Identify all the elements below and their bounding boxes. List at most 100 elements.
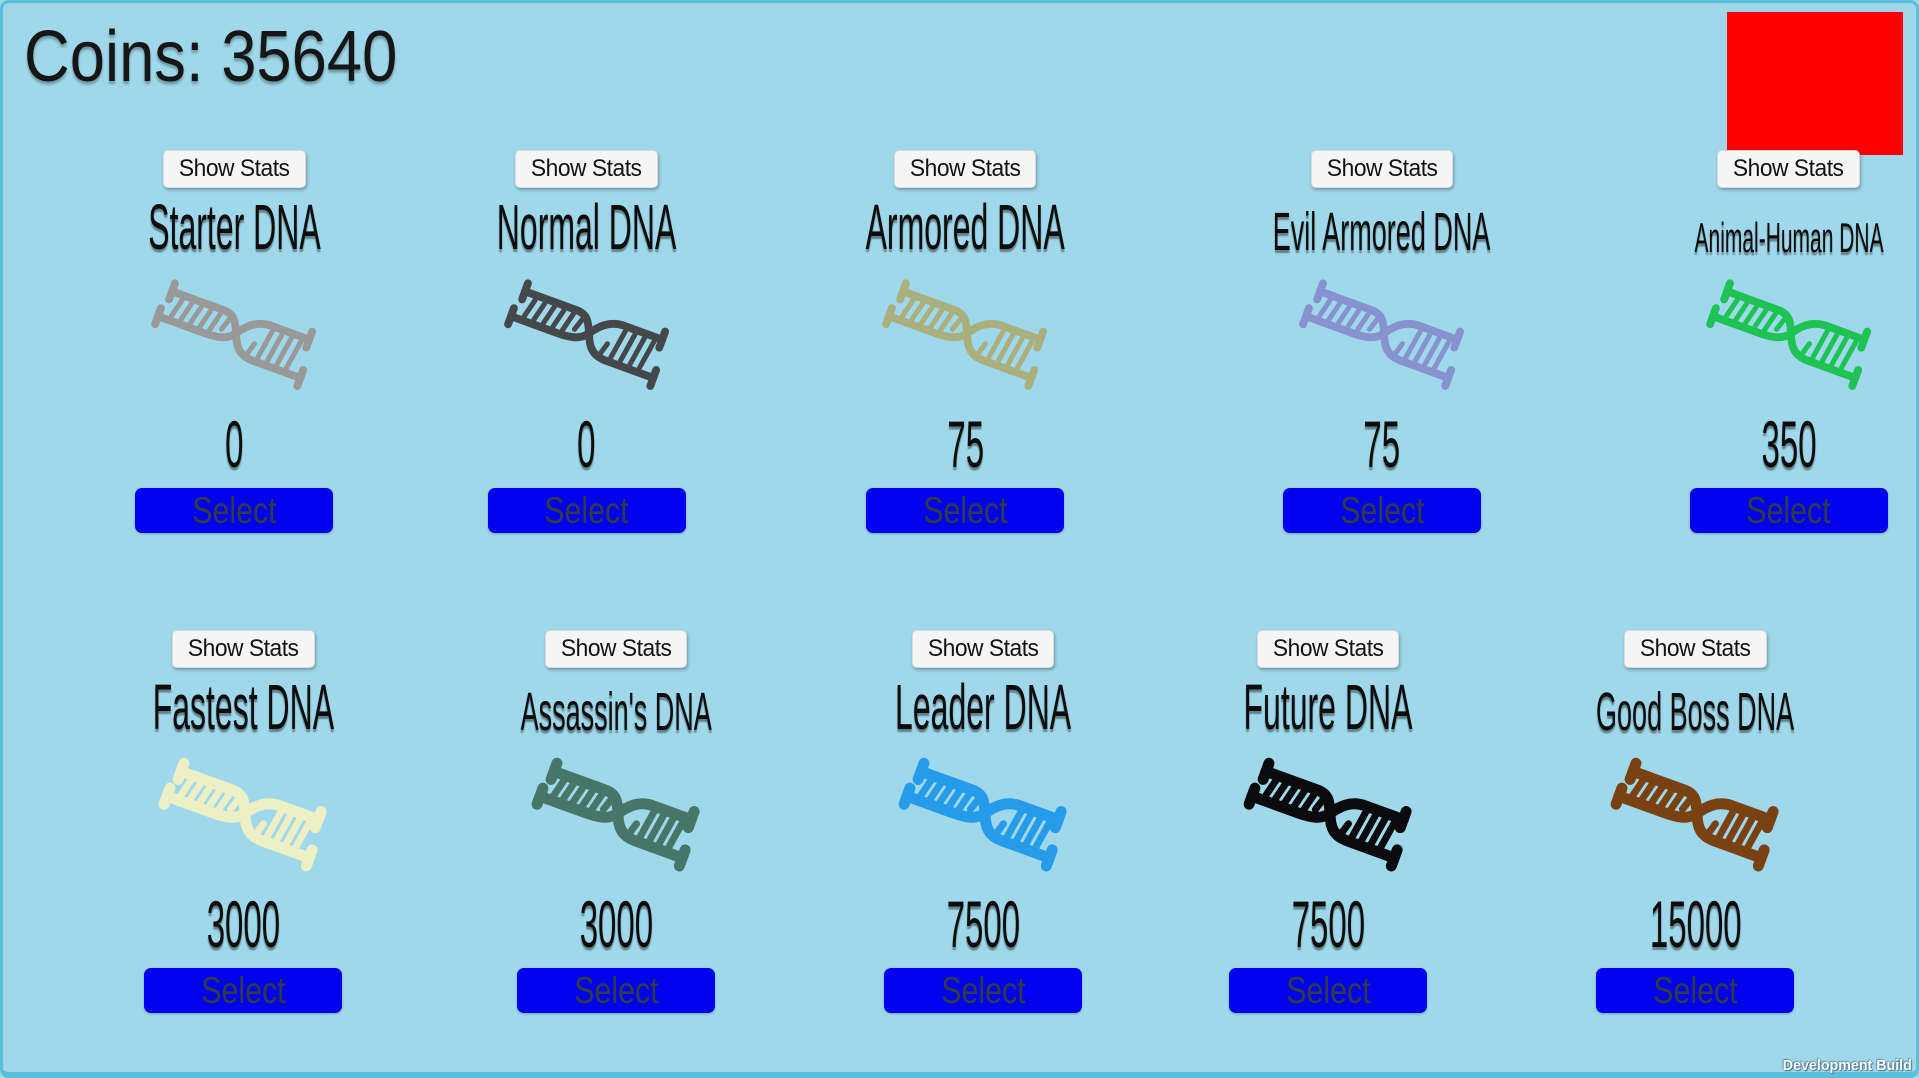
select-label: Select (573, 970, 659, 1011)
dna-card: Show Stats Evil Boss DNA (1893, 630, 1919, 1013)
select-label: Select (1286, 970, 1371, 1011)
show-stats-button[interactable]: Show Stats (894, 150, 1037, 188)
dna-card: Show Stats Animal-Human DNA (1600, 150, 1919, 533)
dna-name-row: Starter DNA (62, 194, 407, 259)
select-label: Select (941, 970, 1026, 1011)
show-stats-button[interactable]: Show Stats (1717, 150, 1860, 188)
dna-price: 75 (1363, 407, 1401, 482)
show-stats-button[interactable]: Show Stats (163, 150, 306, 188)
select-label: Select (201, 970, 286, 1011)
dna-name: Future DNA (1243, 671, 1413, 744)
show-stats-label: Show Stats (1640, 635, 1751, 662)
select-button[interactable]: Select (1689, 488, 1888, 533)
red-box[interactable] (1727, 12, 1903, 155)
dna-card: Show Stats Assassin's DNA (425, 630, 807, 1013)
dna-price-row: 75 (929, 407, 1002, 482)
select-button[interactable]: Select (1596, 968, 1795, 1013)
dna-price: 3000 (206, 887, 281, 962)
dna-card-row-1: Show Stats Starter DNA (62, 150, 1888, 533)
show-stats-label: Show Stats (909, 155, 1021, 182)
dna-card: Show Stats Starter DNA (62, 150, 407, 533)
select-button[interactable]: Select (516, 968, 715, 1013)
show-stats-button[interactable]: Show Stats (1310, 150, 1454, 188)
select-button[interactable]: Select (884, 968, 1083, 1013)
select-button[interactable]: Select (144, 968, 343, 1013)
dna-price: 7500 (1291, 887, 1365, 962)
show-stats-button[interactable]: Show Stats (912, 630, 1055, 668)
dna-price: 0 (225, 407, 244, 482)
show-stats-label: Show Stats (560, 635, 672, 662)
dna-name-row: Armored DNA (766, 191, 1164, 264)
select-label: Select (544, 490, 629, 531)
dna-helix-icon (897, 748, 1069, 894)
dna-price-row: 3000 (543, 887, 690, 962)
dna-price-row: 15000 (1604, 887, 1788, 962)
dna-helix-icon (879, 268, 1051, 414)
select-label: Select (192, 490, 277, 531)
select-button[interactable]: Select (487, 488, 686, 533)
select-label: Select (1339, 490, 1425, 531)
select-button[interactable]: Select (866, 488, 1065, 533)
dna-price-row: 7500 (1255, 887, 1402, 962)
select-label: Select (923, 490, 1008, 531)
dna-helix-icon (501, 268, 673, 414)
dna-name-row: Fastest DNA (62, 671, 425, 744)
dna-name-row: Good Boss DNA (1497, 674, 1893, 742)
dna-price: 15000 (1649, 887, 1742, 962)
show-stats-label: Show Stats (188, 635, 299, 662)
dna-name: Assassin's DNA (520, 681, 712, 742)
dna-helix-icon (530, 748, 702, 894)
dna-name: Animal-Human DNA (1694, 214, 1884, 262)
select-label: Select (1653, 970, 1738, 1011)
select-label: Select (1746, 490, 1831, 531)
dna-price: 75 (946, 407, 984, 482)
show-stats-button[interactable]: Show Stats (515, 150, 658, 188)
show-stats-label: Show Stats (1326, 155, 1438, 182)
dna-price: 0 (577, 407, 596, 482)
dna-name: Leader DNA (895, 671, 1072, 744)
dna-name: Normal DNA (496, 191, 677, 264)
show-stats-label: Show Stats (179, 155, 290, 182)
show-stats-label: Show Stats (927, 635, 1039, 662)
dna-card: Show Stats Evil Armored DNA (1164, 150, 1599, 533)
dna-name: Good Boss DNA (1596, 681, 1795, 742)
dna-card: Show Stats Future DNA (1159, 630, 1497, 1013)
dna-name: Evil Armored DNA (1273, 201, 1491, 262)
dna-card: Show Stats Good Boss DNA (1497, 630, 1893, 1013)
dna-card-row-2: Show Stats Fastest DNA (62, 630, 1854, 1013)
dna-card: Show Stats Normal DNA (407, 150, 766, 533)
dna-helix-icon (1296, 268, 1468, 414)
show-stats-button[interactable]: Show Stats (1257, 630, 1400, 668)
dna-helix-icon (1242, 748, 1414, 894)
dna-price: 350 (1761, 407, 1817, 482)
dna-name-row: Evil Armored DNA (1164, 194, 1599, 262)
select-button[interactable]: Select (1283, 488, 1481, 533)
dna-price-row: 350 (1734, 407, 1844, 482)
dna-price-row: 75 (1345, 407, 1418, 482)
show-stats-label: Show Stats (1733, 155, 1844, 182)
dna-price: 7500 (946, 887, 1020, 962)
show-stats-button[interactable]: Show Stats (544, 630, 688, 668)
development-build-label: Development Build (1782, 1057, 1912, 1074)
show-stats-button[interactable]: Show Stats (172, 630, 315, 668)
dna-name-row: Normal DNA (407, 191, 766, 264)
select-button[interactable]: Select (135, 488, 334, 533)
dna-card: Show Stats Armored DNA (766, 150, 1164, 533)
dna-price-row: 7500 (910, 887, 1057, 962)
dna-name: Fastest DNA (152, 671, 335, 744)
dna-price: 3000 (579, 887, 653, 962)
dna-helix-icon (148, 268, 320, 414)
dna-name-row: Evil Boss DNA (1893, 674, 1919, 738)
dna-helix-icon (1703, 268, 1875, 414)
dna-price-row: 0 (216, 407, 253, 482)
select-button[interactable]: Select (1229, 968, 1428, 1013)
dna-card: Show Stats Fastest DNA (62, 630, 425, 1013)
dna-name: Armored DNA (865, 191, 1065, 264)
dna-price-row: 3000 (170, 887, 317, 962)
show-stats-label: Show Stats (531, 155, 642, 182)
dna-helix-icon (157, 748, 329, 894)
show-stats-button[interactable]: Show Stats (1624, 630, 1767, 668)
dna-card: Show Stats Leader DNA (807, 630, 1159, 1013)
dna-name-row: Leader DNA (807, 671, 1159, 744)
dna-helix-icon (1609, 748, 1781, 894)
